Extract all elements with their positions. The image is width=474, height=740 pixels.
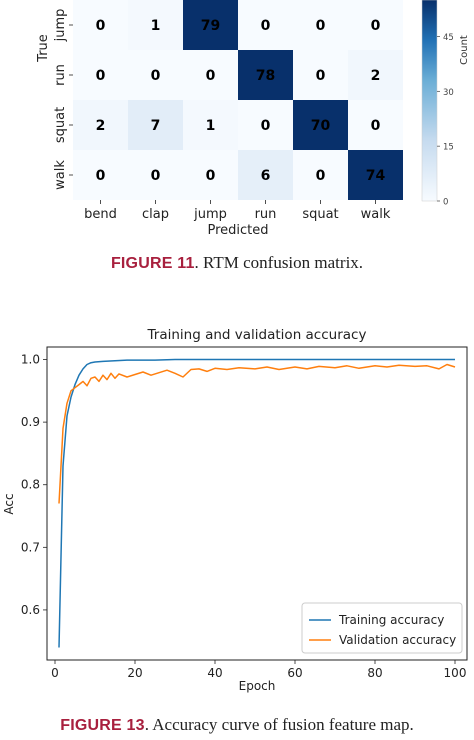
heatmap-cell-value: 0: [316, 18, 326, 34]
x-tick-label: 60: [287, 666, 302, 680]
figure-13-caption: FIGURE 13. Accuracy curve of fusion feat…: [0, 715, 474, 735]
heatmap-cell: [238, 0, 293, 50]
x-tick-label: 0: [51, 666, 59, 680]
line-chart-series: [58, 358, 456, 648]
heatmap-cell-value: 6: [261, 168, 271, 184]
legend: Training accuracy Validation accuracy: [301, 602, 463, 654]
heatmap-cell: [293, 50, 348, 100]
heatmap-cell-value: 0: [96, 168, 106, 184]
figure-11-caption: FIGURE 11. RTM confusion matrix.: [0, 253, 474, 273]
heatmap-cell: [348, 150, 403, 200]
heatmap-cell-value: 79: [201, 18, 220, 34]
heatmap-cell-value: 0: [96, 68, 106, 84]
x-tick-label: 20: [127, 666, 142, 680]
heatmap-cell: [183, 0, 238, 50]
heatmap-x-tick-label: bend: [84, 207, 117, 222]
heatmap-cell: [348, 0, 403, 50]
x-tick-label: 80: [367, 666, 382, 680]
plot-area: [46, 346, 468, 661]
heatmap-x-tick-label: walk: [361, 207, 391, 222]
line-chart-x-axis-label: Epoch: [239, 679, 276, 693]
heatmap-cell-value: 2: [371, 68, 381, 84]
heatmap-cell-value: 0: [261, 18, 271, 34]
heatmap-cell-value: 0: [151, 168, 161, 184]
accuracy-line-chart: Training and validation accuracy 0 20 40 60…: [2, 327, 468, 693]
colorbar-tick-label: 15: [443, 143, 454, 153]
heatmap-cell-value: 0: [206, 68, 216, 84]
legend-label-validation: Validation accuracy: [339, 633, 456, 647]
heatmap-cells: 0 1 79 0 0 0 0 0 0 78 0 2 2 7 1 0 70 0 0 0 0 6 0 74: [73, 0, 403, 200]
line-chart-title: Training and validation accuracy: [147, 327, 367, 343]
heatmap-y-tick-label: jump: [53, 9, 68, 43]
figure-11-label: FIGURE 11: [110, 255, 195, 272]
heatmap-cell-value: 74: [366, 168, 386, 184]
legend-label-training: Training accuracy: [338, 613, 444, 627]
heatmap-cell: [128, 0, 183, 50]
y-tick-label: 0.7: [21, 540, 40, 554]
heatmap-x-tick-label: jump: [193, 207, 227, 222]
heatmap-cell: [238, 50, 293, 100]
legend-box: [301, 602, 463, 654]
heatmap-cell: [128, 100, 183, 150]
colorbar-label: Count: [459, 35, 470, 65]
x-tick-label: 40: [207, 666, 222, 680]
heatmap-cell-value: 7: [151, 118, 161, 134]
heatmap-cell: [183, 50, 238, 100]
validation-accuracy-line: [58, 363, 456, 504]
heatmap-cell-value: 0: [371, 118, 381, 134]
heatmap-y-tick-label: run: [53, 64, 68, 86]
heatmap-cell-value: 2: [96, 118, 106, 134]
heatmap-cell-value: 0: [96, 18, 106, 34]
heatmap-cell-value: 0: [206, 168, 216, 184]
heatmap-cell-value: 0: [316, 68, 326, 84]
heatmap-cell: [348, 50, 403, 100]
line-chart-ticks: 0 20 40 60 80 100 0.6 0.7 0.8 0.9 1.0: [21, 353, 467, 680]
colorbar-tick-label: 45: [443, 33, 454, 43]
heatmap-cell-value: 0: [261, 118, 271, 134]
heatmap-x-tick-label: squat: [302, 207, 338, 222]
y-tick-label: 0.6: [21, 603, 40, 617]
heatmap-cell: [238, 100, 293, 150]
y-tick-label: 0.8: [21, 478, 40, 492]
heatmap-cell-value: 70: [311, 118, 331, 134]
heatmap-y-tick-label: squat: [53, 107, 68, 143]
heatmap-cell: [73, 0, 128, 50]
heatmap-cell: [293, 150, 348, 200]
heatmap-cell: [73, 100, 128, 150]
colorbar-tick-label: 30: [443, 88, 454, 98]
heatmap-cell-value: 0: [151, 68, 161, 84]
heatmap-cell: [183, 150, 238, 200]
heatmap-cell-value: 0: [316, 168, 326, 184]
heatmap-cell-value: 1: [151, 18, 161, 34]
heatmap-cell: [183, 100, 238, 150]
colorbar-tick-label: 0: [443, 198, 448, 208]
confusion-matrix-chart: 0 1 79 0 0 0 0 0 0 78 0 2 2 7 1 0 70 0 0 0 0 6 0 74 bend clap jum…: [36, 0, 470, 238]
heatmap-cell: [348, 100, 403, 150]
heatmap-cell: [128, 50, 183, 100]
heatmap-cell-value: 78: [256, 68, 275, 84]
figure-11-text: . RTM confusion matrix.: [194, 253, 364, 272]
heatmap-x-tick-label: clap: [142, 207, 169, 222]
heatmap-cell: [73, 50, 128, 100]
heatmap-x-tick-label: run: [255, 207, 277, 222]
heatmap-cell: [73, 150, 128, 200]
heatmap-cell: [293, 100, 348, 150]
figure-13-text: . Accuracy curve of fusion feature map.: [144, 715, 414, 734]
line-chart-y-axis-label: Acc: [2, 493, 16, 514]
heatmap-cell-value: 0: [371, 18, 381, 34]
heatmap-cell: [293, 0, 348, 50]
heatmap-tick-labels: bend clap jump run squat walk jump run squat walk: [53, 9, 391, 222]
colorbar: [421, 0, 438, 202]
x-tick-label: 100: [444, 666, 467, 680]
y-tick-label: 0.9: [21, 415, 40, 429]
colorbar-ticks: 0 15 30 45: [437, 33, 454, 208]
heatmap-y-axis-label: True: [36, 34, 51, 63]
heatmap-cell: [238, 150, 293, 200]
heatmap-x-axis-label: Predicted: [207, 223, 268, 238]
figure-13-label: FIGURE 13: [60, 717, 145, 734]
y-tick-label: 1.0: [21, 353, 40, 367]
heatmap-cell-value: 1: [206, 118, 216, 134]
heatmap-cell: [128, 150, 183, 200]
heatmap-y-tick-label: walk: [53, 160, 68, 190]
